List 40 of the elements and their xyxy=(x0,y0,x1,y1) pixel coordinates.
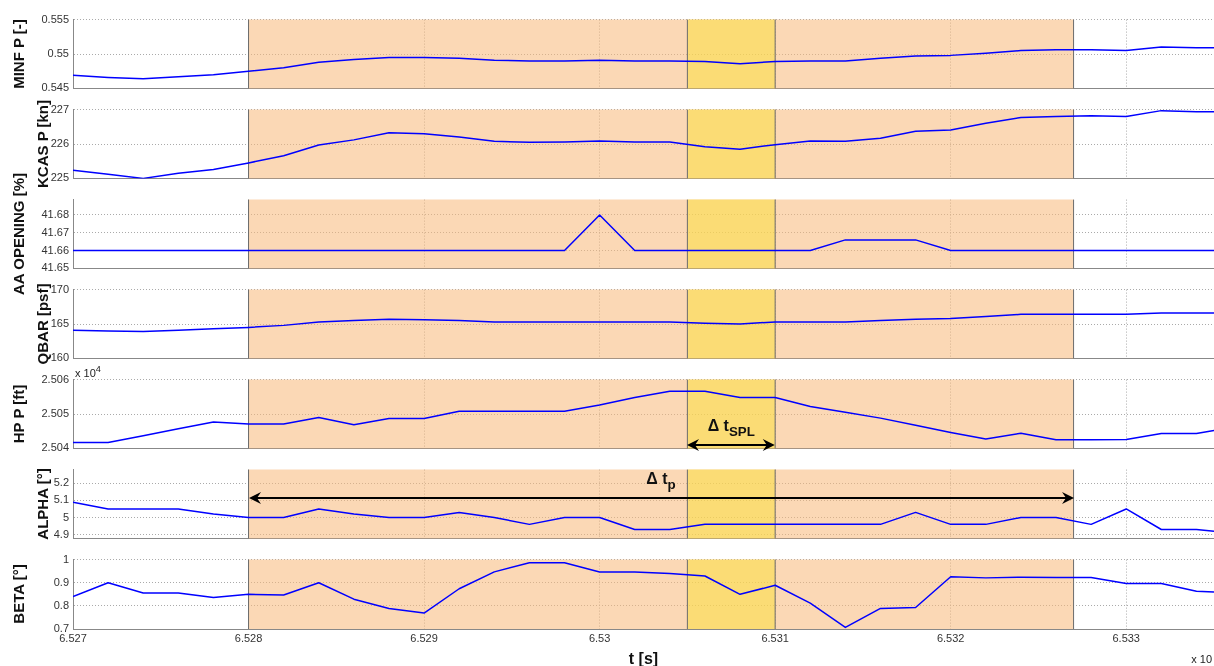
y-tick-label: 5.2 xyxy=(53,476,69,489)
text: x 10$^{4}$ xyxy=(75,363,101,379)
band-label: Δ t$_{SPL}$ xyxy=(707,417,755,440)
y-axis-title: AA OPENING [%] xyxy=(9,173,27,295)
y-tick-label: 170 xyxy=(50,282,69,295)
y-tick-label: 2.506 xyxy=(41,372,69,385)
x-tick-label: 6.531 xyxy=(761,631,789,644)
y-tick-label: 41.66 xyxy=(41,243,69,256)
y-tick-label: 2.505 xyxy=(41,407,69,420)
x-tick-label: 6.529 xyxy=(410,631,438,644)
y-tick-label: 226 xyxy=(50,137,69,150)
y-tick-label: 0.55 xyxy=(47,47,69,60)
y-tick-label: 41.67 xyxy=(41,225,69,238)
y-axis-title: QBAR [psf] xyxy=(33,283,51,365)
x-tick-label: 6.532 xyxy=(936,631,965,644)
x-tick-label: 6.533 xyxy=(1112,631,1140,644)
y-axis-title: BETA [°] xyxy=(9,564,27,624)
y-tick-label: 4.9 xyxy=(53,527,69,540)
y-axis-title: MINF P [-] xyxy=(9,19,27,89)
y-tick-label: 225 xyxy=(50,171,69,184)
y-tick-label: 41.68 xyxy=(41,207,69,220)
y-tick-label: 160 xyxy=(50,351,69,364)
y-tick-label: 41.65 xyxy=(41,261,69,274)
y-tick-label: 0.545 xyxy=(41,81,69,94)
y-axis-title: KCAS P [kn] xyxy=(33,99,51,189)
y-tick-label: 165 xyxy=(50,317,69,330)
y-tick-label: 5 xyxy=(62,510,69,523)
y-tick-label: 2.504 xyxy=(41,441,69,454)
text: x 10 xyxy=(1191,653,1212,665)
y-tick-label: 0.9 xyxy=(53,575,69,588)
y-tick-label: 1 xyxy=(62,552,69,565)
x-tick-label: 6.528 xyxy=(234,631,263,644)
y-axis-title: HP P [ft] xyxy=(9,384,27,444)
y-tick-label: 0.8 xyxy=(53,598,69,611)
y-tick-label: 5.1 xyxy=(53,493,69,506)
band-label: Δ t$_{p}$ xyxy=(646,470,676,492)
y-tick-label: 0.555 xyxy=(41,12,69,25)
x-tick-label: 6.53 xyxy=(588,631,611,644)
y-tick-label: 227 xyxy=(50,102,69,115)
y-axis-title: ALPHA [°] xyxy=(33,468,51,540)
